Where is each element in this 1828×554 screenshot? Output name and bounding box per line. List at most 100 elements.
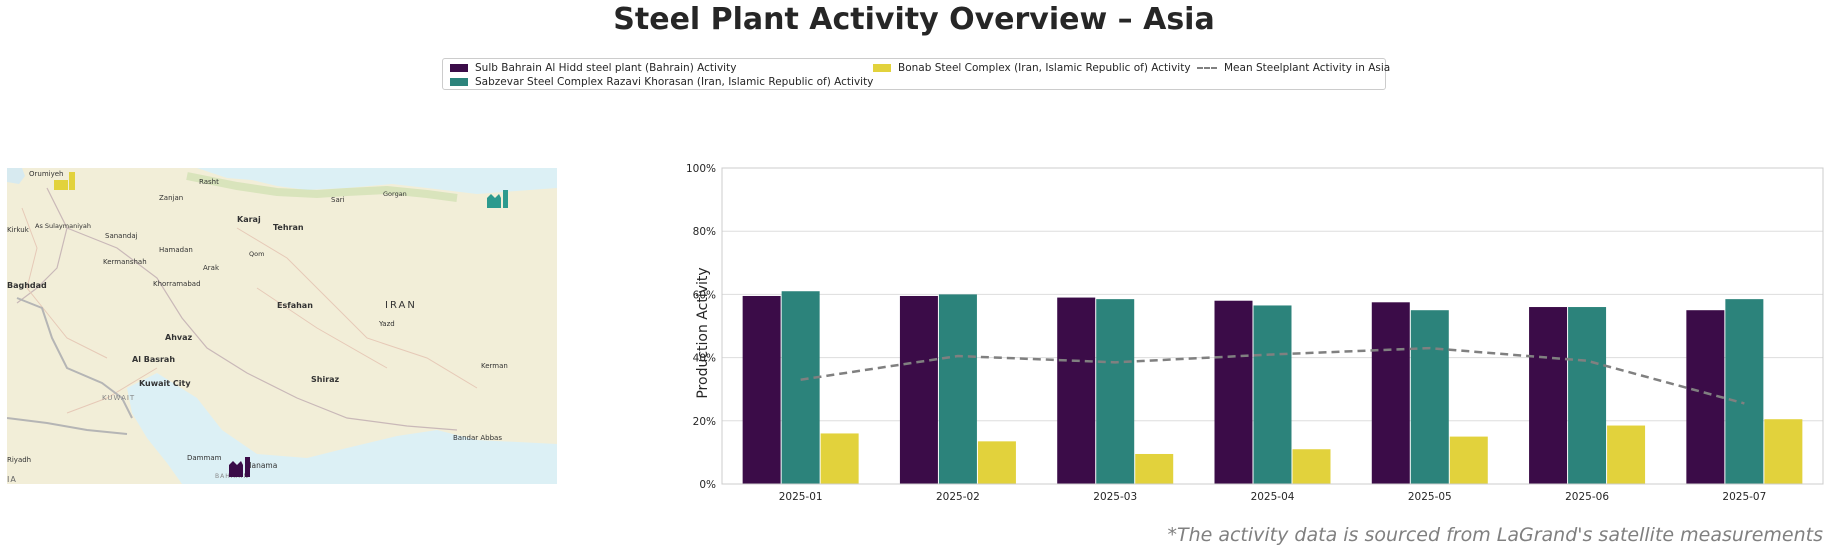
legend-item-sabzevar: Sabzevar Steel Complex Razavi Khorasan (… bbox=[450, 76, 873, 88]
bar-2025-03-s2 bbox=[1135, 453, 1174, 484]
legend-label-mean: Mean Steelplant Activity in Asia bbox=[1224, 62, 1391, 74]
y-axis-label: Production Activity bbox=[695, 267, 711, 398]
svg-text:Al Basrah: Al Basrah bbox=[132, 355, 175, 364]
bar-2025-01-s2 bbox=[820, 433, 859, 484]
plot-frame bbox=[721, 167, 1824, 485]
svg-text:Zanjan: Zanjan bbox=[159, 194, 183, 202]
bar-2025-06-s0 bbox=[1529, 307, 1568, 484]
y-tick-label: 20% bbox=[693, 416, 716, 428]
svg-text:Dammam: Dammam bbox=[187, 454, 222, 462]
bar-2025-07-s1 bbox=[1725, 299, 1764, 484]
bar-2025-06-s2 bbox=[1607, 425, 1646, 484]
svg-text:Sari: Sari bbox=[331, 196, 345, 204]
bar-2025-01-s1 bbox=[781, 291, 820, 484]
legend-swatch-sulb-bahrain bbox=[450, 64, 468, 72]
bar-2025-03-s0 bbox=[1057, 297, 1096, 484]
svg-text:Kerman: Kerman bbox=[481, 362, 508, 370]
legend-label-bonab: Bonab Steel Complex (Iran, Islamic Repub… bbox=[898, 62, 1191, 74]
svg-text:KUWAIT: KUWAIT bbox=[102, 394, 135, 402]
svg-text:Bandar Abbas: Bandar Abbas bbox=[453, 434, 502, 442]
svg-text:Sanandaj: Sanandaj bbox=[105, 232, 138, 240]
svg-text:Orumiyeh: Orumiyeh bbox=[29, 170, 63, 178]
x-tick-label: 2025-07 bbox=[1722, 491, 1766, 503]
persian-gulf bbox=[127, 373, 557, 484]
svg-text:Qom: Qom bbox=[249, 250, 264, 258]
chart-svg: 0% 20% 40% 60% 80% 100% 2025-01 2025-02 2025-03 2… bbox=[686, 163, 1824, 503]
svg-text:Karaj: Karaj bbox=[237, 215, 261, 224]
bar-2025-02-s0 bbox=[899, 295, 938, 484]
caspian-sea bbox=[197, 168, 557, 194]
svg-text:Tehran: Tehran bbox=[273, 223, 304, 232]
mountain-ridges bbox=[16, 187, 458, 431]
bar-2025-06-s1 bbox=[1568, 307, 1607, 484]
svg-text:Baghdad: Baghdad bbox=[7, 281, 47, 290]
x-tick-label: 2025-06 bbox=[1565, 491, 1609, 503]
legend: Sulb Bahrain Al Hidd steel plant (Bahrai… bbox=[442, 58, 1390, 90]
footnote: *The activity data is sourced from LaGra… bbox=[1167, 524, 1823, 546]
border-iraq-iran bbox=[16, 297, 133, 419]
x-tick-label: 2025-03 bbox=[1093, 491, 1137, 503]
svg-text:Kuwait City: Kuwait City bbox=[139, 379, 191, 388]
bar-2025-04-s1 bbox=[1253, 305, 1292, 484]
svg-text:Shiraz: Shiraz bbox=[311, 375, 340, 384]
svg-text:Arak: Arak bbox=[203, 264, 220, 272]
bar-2025-03-s1 bbox=[1096, 299, 1135, 484]
x-tick-label: 2025-01 bbox=[779, 491, 823, 503]
lake-urmia bbox=[7, 168, 25, 184]
svg-text:As Sulaymaniyah: As Sulaymaniyah bbox=[35, 222, 91, 230]
mean-line-group bbox=[800, 346, 1745, 405]
bar-2025-04-s2 bbox=[1292, 449, 1331, 484]
map-svg: Orumiyeh Rasht Zanjan Sari Gorgan Karaj … bbox=[7, 168, 557, 484]
x-tick-label: 2025-02 bbox=[936, 491, 980, 503]
plant-marker-sulb-bahrain bbox=[229, 457, 250, 477]
map-labels: Orumiyeh Rasht Zanjan Sari Gorgan Karaj … bbox=[7, 170, 508, 484]
y-tick-label: 0% bbox=[699, 479, 716, 491]
svg-text:Kermanshah: Kermanshah bbox=[103, 258, 147, 266]
bars bbox=[742, 291, 1803, 484]
legend-label-sulb-bahrain: Sulb Bahrain Al Hidd steel plant (Bahrai… bbox=[475, 62, 737, 74]
y-tick-label: 100% bbox=[686, 163, 716, 175]
bar-2025-04-s0 bbox=[1214, 300, 1253, 484]
legend-item-mean: Mean Steelplant Activity in Asia bbox=[1197, 62, 1390, 74]
legend-item-bonab: Bonab Steel Complex (Iran, Islamic Repub… bbox=[873, 62, 1191, 74]
legend-swatch-sabzevar bbox=[450, 78, 468, 86]
y-tick-label: 80% bbox=[693, 226, 716, 238]
border-kuwait bbox=[7, 417, 128, 435]
svg-text:Riyadh: Riyadh bbox=[7, 456, 31, 464]
svg-text:Esfahan: Esfahan bbox=[277, 301, 313, 310]
svg-text:Khorramabad: Khorramabad bbox=[153, 280, 201, 288]
svg-text:Yazd: Yazd bbox=[378, 320, 395, 328]
x-tick-label: 2025-05 bbox=[1408, 491, 1452, 503]
y-tick-label: 60% bbox=[693, 289, 716, 301]
svg-text:Gorgan: Gorgan bbox=[383, 190, 407, 198]
svg-text:IA: IA bbox=[7, 475, 17, 484]
axes: 0% 20% 40% 60% 80% 100% 2025-01 2025-02 2025-03 2… bbox=[686, 163, 1824, 503]
legend-item-sulb-bahrain: Sulb Bahrain Al Hidd steel plant (Bahrai… bbox=[450, 62, 736, 74]
bar-2025-07-s2 bbox=[1764, 419, 1803, 484]
bar-2025-01-s0 bbox=[742, 295, 781, 484]
svg-text:Rasht: Rasht bbox=[199, 178, 219, 186]
legend-label-sabzevar: Sabzevar Steel Complex Razavi Khorasan (… bbox=[475, 76, 874, 88]
plant-marker-sabzevar bbox=[487, 190, 508, 208]
bar-chart: 0% 20% 40% 60% 80% 100% 2025-01 2025-02 2025-03 2… bbox=[660, 150, 1828, 510]
y-tick-label: 40% bbox=[693, 353, 716, 365]
caspian-coast-vegetation bbox=[186, 172, 458, 202]
bar-2025-05-s1 bbox=[1410, 310, 1449, 484]
chart-title: Steel Plant Activity Overview – Asia bbox=[613, 2, 1215, 37]
map-panel: Orumiyeh Rasht Zanjan Sari Gorgan Karaj … bbox=[7, 168, 557, 484]
svg-text:Hamadan: Hamadan bbox=[159, 246, 193, 254]
bar-2025-05-s2 bbox=[1449, 436, 1488, 484]
legend-swatch-bonab bbox=[873, 64, 891, 72]
x-tick-label: 2025-04 bbox=[1251, 491, 1295, 503]
roads bbox=[21, 207, 478, 414]
bar-2025-05-s0 bbox=[1371, 302, 1410, 484]
svg-text:IRAN: IRAN bbox=[385, 300, 417, 311]
plant-marker-bonab bbox=[54, 172, 75, 190]
bar-2025-02-s1 bbox=[938, 294, 977, 484]
svg-text:Kirkuk: Kirkuk bbox=[7, 226, 30, 234]
bar-2025-02-s2 bbox=[977, 441, 1016, 484]
svg-text:Ahvaz: Ahvaz bbox=[165, 333, 193, 342]
mean-line bbox=[800, 346, 1745, 405]
svg-text:Manama: Manama bbox=[245, 461, 277, 470]
legend-swatch-mean bbox=[1197, 67, 1217, 69]
